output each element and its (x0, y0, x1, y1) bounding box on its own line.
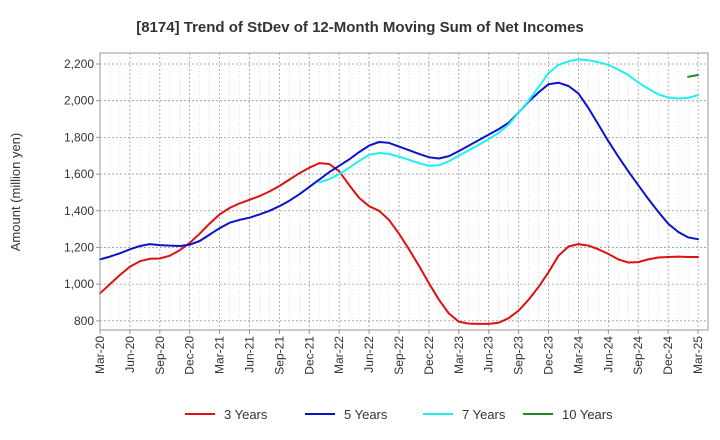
x-tick-label: Sep-23 (512, 336, 526, 375)
x-tick-label: Dec-22 (422, 336, 436, 375)
chart-title: [8174] Trend of StDev of 12-Month Moving… (136, 19, 584, 36)
grid (99, 53, 709, 330)
x-tick-label: Dec-24 (661, 336, 675, 375)
series-line-2 (99, 81, 699, 261)
x-tick-label: Dec-21 (302, 336, 316, 375)
x-tick-label: Sep-24 (631, 336, 645, 375)
y-tick-label: 2,200 (64, 57, 94, 71)
x-tick-label: Mar-23 (452, 336, 466, 374)
legend-label-3: 7 Years (462, 407, 506, 422)
x-tick-label: Mar-22 (332, 336, 346, 374)
legend-label-2: 5 Years (344, 407, 388, 422)
y-tick-label: 1,800 (64, 130, 94, 144)
y-ticks: 800 1,000 1,200 1,400 1,600 1,800 2,000 2,200 (64, 57, 100, 328)
y-tick-label: 1,200 (64, 240, 94, 254)
x-tick-label: Dec-20 (183, 336, 197, 375)
y-axis-label: Amount (million yen) (8, 133, 23, 252)
x-tick-label: Jun-21 (243, 336, 257, 373)
legend-label-1: 3 Years (224, 407, 268, 422)
x-tick-label: Jun-22 (362, 336, 376, 373)
legend-label-4: 10 Years (562, 407, 613, 422)
x-tick-label: Sep-21 (272, 336, 286, 375)
x-tick-label: Jun-24 (601, 336, 615, 373)
x-tick-label: Jun-20 (123, 336, 137, 373)
series-line-1 (99, 162, 699, 325)
x-tick-label: Mar-25 (691, 336, 705, 374)
y-tick-label: 2,000 (64, 94, 94, 108)
x-tick-label: Sep-20 (153, 336, 167, 375)
series-line-3 (318, 58, 699, 184)
x-ticks: Mar-20 Jun-20 Sep-20 Dec-20 Mar-21 Jun-21 Sep-… (93, 330, 705, 375)
x-tick-label: Mar-21 (213, 336, 227, 374)
y-tick-label: 1,400 (64, 204, 94, 218)
plot-frame (99, 52, 709, 331)
y-tick-label: 800 (74, 314, 94, 328)
x-tick-label: Mar-20 (93, 336, 107, 374)
x-tick-label: Sep-22 (392, 336, 406, 375)
series-layer (99, 58, 699, 325)
x-tick-label: Jun-23 (482, 336, 496, 373)
y-tick-label: 1,000 (64, 277, 94, 291)
x-tick-label: Dec-23 (542, 336, 556, 375)
series-line-4 (687, 74, 699, 78)
y-tick-label: 1,600 (64, 167, 94, 181)
x-tick-label: Mar-24 (571, 336, 585, 374)
legend: 3 Years 5 Years 7 Years 10 Years (185, 407, 613, 422)
